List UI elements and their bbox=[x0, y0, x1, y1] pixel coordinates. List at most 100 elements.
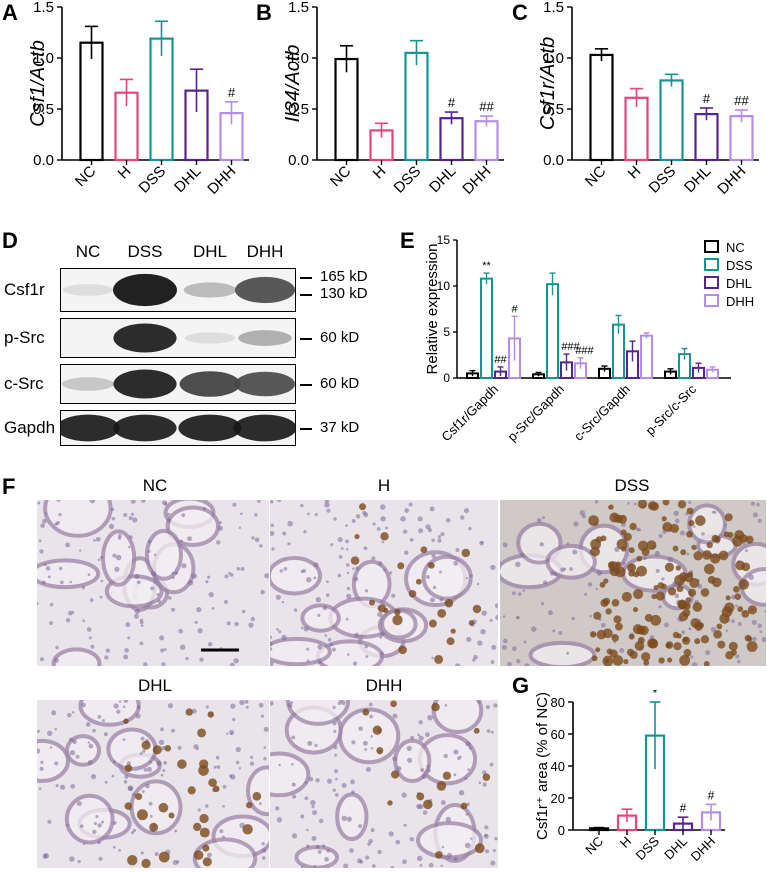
nucleus bbox=[304, 780, 308, 784]
nucleus bbox=[566, 651, 570, 655]
nucleus bbox=[171, 607, 176, 612]
nucleus bbox=[345, 617, 349, 621]
nucleus bbox=[158, 739, 165, 746]
nucleus bbox=[351, 790, 355, 795]
nucleus bbox=[368, 838, 373, 844]
nucleus bbox=[724, 524, 727, 527]
nucleus bbox=[324, 502, 330, 508]
nucleus bbox=[460, 515, 465, 520]
blot-band bbox=[179, 371, 241, 397]
mw-tick bbox=[300, 294, 312, 296]
nucleus bbox=[293, 608, 298, 612]
nucleus bbox=[506, 661, 512, 666]
nucleus bbox=[162, 769, 166, 772]
crypt bbox=[687, 503, 727, 545]
chart-a: 0.0 0.5 1.0 1.5 Csf1/Actb NC H DSS DHL # DHH bbox=[30, 0, 249, 198]
nucleus bbox=[276, 817, 283, 823]
csf1r-positive-cell bbox=[747, 605, 758, 615]
nucleus bbox=[370, 828, 375, 833]
nucleus bbox=[748, 574, 754, 581]
tissue-texture bbox=[270, 700, 498, 868]
nucleus bbox=[219, 829, 224, 834]
nucleus bbox=[407, 757, 413, 763]
nucleus bbox=[494, 603, 498, 609]
csf1r-positive-cell bbox=[446, 637, 455, 646]
significance-mark: # bbox=[511, 303, 518, 315]
crypt bbox=[165, 505, 221, 547]
x-tick-label: H bbox=[370, 163, 390, 183]
csf1r-positive-cell bbox=[682, 636, 691, 645]
nucleus bbox=[88, 636, 92, 640]
x-tick-label: NC bbox=[327, 163, 354, 190]
bar-dss bbox=[659, 79, 684, 162]
csf1r-positive-cell bbox=[733, 585, 740, 593]
y-tick-label: 1.5 bbox=[33, 0, 54, 16]
x-tick-label: NC bbox=[72, 163, 99, 190]
nucleus bbox=[263, 726, 269, 732]
crypt bbox=[545, 543, 597, 580]
lane-label-nc: NC bbox=[75, 242, 101, 261]
nucleus bbox=[168, 596, 172, 600]
nucleus bbox=[701, 532, 705, 536]
nucleus bbox=[493, 703, 498, 708]
csf1r-positive-cell bbox=[677, 500, 687, 509]
nucleus bbox=[229, 662, 235, 666]
y-axis-label: Csf1/Actb bbox=[30, 40, 49, 127]
nucleus bbox=[98, 856, 103, 861]
nucleus bbox=[453, 773, 457, 777]
nucleus bbox=[401, 792, 407, 798]
nucleus bbox=[131, 512, 135, 516]
csf1r-positive-cell bbox=[460, 802, 468, 810]
nucleus bbox=[154, 553, 157, 557]
nucleus bbox=[502, 615, 506, 618]
y-tick-label: 0.0 bbox=[288, 152, 309, 169]
csf1r-positive-cell bbox=[621, 591, 632, 602]
csf1r-positive-cell bbox=[202, 857, 212, 867]
y-tick-label: 5 bbox=[443, 325, 450, 339]
nucleus bbox=[260, 589, 265, 595]
nucleus bbox=[95, 536, 101, 542]
nucleus bbox=[300, 814, 305, 819]
nucleus bbox=[260, 714, 265, 718]
nucleus bbox=[427, 714, 433, 721]
csf1r-positive-cell bbox=[727, 531, 734, 538]
nucleus bbox=[667, 556, 673, 563]
x-tick-label: Csf1r/Gapdh bbox=[438, 382, 501, 445]
nucleus bbox=[502, 638, 508, 644]
x-tick-label: c-Src/Gapdh bbox=[571, 382, 633, 444]
nucleus bbox=[177, 745, 182, 750]
csf1r-positive-cell bbox=[158, 851, 170, 863]
histology-title-nc: NC bbox=[142, 476, 168, 495]
nucleus bbox=[303, 626, 309, 632]
nucleus bbox=[123, 654, 129, 660]
csf1r-positive-cell bbox=[606, 648, 613, 655]
nucleus bbox=[312, 810, 318, 816]
x-tick-label: DSS bbox=[645, 163, 679, 197]
nucleus bbox=[341, 815, 347, 822]
nucleus bbox=[250, 755, 254, 759]
nucleus bbox=[333, 745, 338, 750]
nucleus bbox=[363, 512, 369, 518]
nucleus bbox=[455, 548, 460, 553]
nucleus bbox=[314, 743, 318, 748]
nucleus bbox=[143, 767, 148, 772]
panel-letter-F: F bbox=[2, 474, 16, 499]
significance-mark: # bbox=[228, 85, 236, 100]
nucleus bbox=[346, 653, 350, 656]
nucleus bbox=[77, 859, 81, 864]
csf1r-positive-cell bbox=[658, 657, 665, 664]
nucleus bbox=[141, 789, 145, 794]
csf1r-positive-cell bbox=[595, 647, 601, 653]
csf1r-positive-cell bbox=[141, 740, 151, 750]
nucleus bbox=[540, 602, 545, 606]
csf1r-positive-cell bbox=[643, 659, 650, 666]
nucleus bbox=[93, 539, 96, 542]
nucleus bbox=[425, 524, 431, 530]
csf1r-positive-cell bbox=[741, 610, 750, 618]
csf1r-positive-cell bbox=[124, 764, 133, 772]
nucleus bbox=[146, 766, 153, 773]
csf1r-positive-cell bbox=[127, 855, 138, 866]
csf1r-positive-cell bbox=[662, 521, 673, 532]
csf1r-positive-cell bbox=[590, 538, 601, 550]
mw-label: 165 kD bbox=[320, 268, 368, 285]
